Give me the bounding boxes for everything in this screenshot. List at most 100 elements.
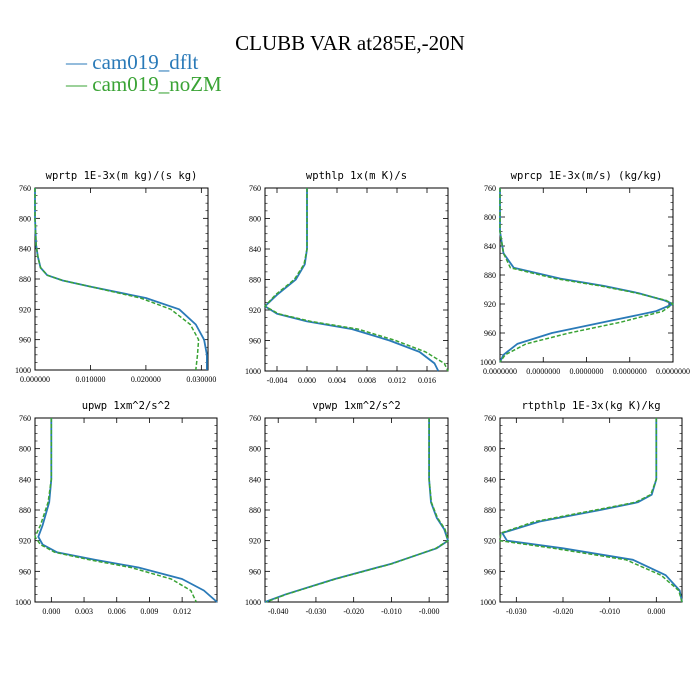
y-tick-label: 920 — [484, 537, 496, 546]
y-tick-label: 920 — [19, 537, 31, 546]
y-tick-label: 1000 — [245, 598, 261, 607]
y-tick-label: 920 — [249, 306, 261, 315]
panel-wprtp: wprtp 1E-3x(m kg)/(s kg) 760 800 840 880 920 9… — [15, 170, 216, 384]
panel-rtpthlp: rtpthlp 1E-3x(kg K)/kg 760 800 840 880 920 960… — [480, 400, 683, 616]
x-tick-label: -0.004 — [267, 376, 288, 385]
figure-title: CLUBB VAR at285E,-20N — [235, 31, 465, 55]
x-tick-label: -0.030 — [506, 607, 527, 616]
y-tick-label: 880 — [249, 276, 261, 285]
series-line-dflt-vpwp — [264, 418, 449, 603]
y-tick-label: 1000 — [480, 358, 496, 367]
y-tick-label: 800 — [484, 445, 496, 454]
y-tick-label: 1000 — [480, 598, 496, 607]
y-tick-label: 880 — [484, 506, 496, 515]
series-line-nozm-vpwp — [265, 418, 449, 603]
x-tick-label: 0.003 — [75, 607, 93, 616]
x-tick-label: 0.020000 — [131, 375, 161, 384]
x-tick-label: 0.010000 — [75, 375, 105, 384]
series-line-nozm-upwp — [34, 418, 197, 603]
plot-frame-upwp — [34, 417, 218, 603]
x-tick-label: -0.010 — [599, 607, 620, 616]
y-tick-label: 920 — [19, 305, 31, 314]
x-tick-label: 0.0000000 — [526, 367, 560, 376]
y-tick-label: 800 — [249, 445, 261, 454]
x-tick-label: 0.0000000 — [613, 367, 647, 376]
y-tick-label: 760 — [484, 184, 496, 193]
x-tick-label: 0.0000000 — [570, 367, 604, 376]
y-tick-label: 960 — [249, 567, 261, 576]
legend-item-dflt: — cam019_dflt — [66, 50, 199, 74]
y-tick-label: 840 — [484, 475, 496, 484]
x-tick-label: 0.000 — [42, 607, 60, 616]
x-tick-label: -0.010 — [381, 607, 402, 616]
panel-vpwp: vpwp 1xm^2/s^2 760 800 840 880 920 960 1000 -0.0… — [245, 400, 449, 616]
y-tick-label: 840 — [249, 245, 261, 254]
legend-item-nozm: — cam019_noZM — [66, 72, 222, 96]
plot-frame-wpthlp — [264, 187, 449, 372]
y-tick-label: 960 — [19, 567, 31, 576]
x-tick-label: 0.0000000 — [656, 367, 690, 376]
panel-title-wprtp: wprtp 1E-3x(m kg)/(s kg) — [46, 170, 198, 182]
y-tick-label: 920 — [484, 300, 496, 309]
x-tick-label: 0.000000 — [20, 375, 50, 384]
y-tick-label: 880 — [484, 271, 496, 280]
y-tick-label: 840 — [249, 475, 261, 484]
x-tick-label: 0.006 — [108, 607, 126, 616]
y-tick-label: 800 — [484, 213, 496, 222]
y-tick-label: 800 — [249, 215, 261, 224]
panel-wprcp: wprcp 1E-3x(m/s) (kg/kg) 760 800 840 880 920 9… — [480, 170, 690, 376]
x-tick-label: -0.030 — [306, 607, 327, 616]
x-tick-label: 0.016 — [418, 376, 436, 385]
y-tick-label: 960 — [19, 336, 31, 345]
series-line-dflt-wpthlp — [264, 188, 440, 372]
y-tick-label: 800 — [19, 445, 31, 454]
y-tick-label: 960 — [484, 329, 496, 338]
x-tick-label: 0.012 — [388, 376, 406, 385]
y-tick-label: 760 — [19, 184, 31, 193]
y-tick-label: 1000 — [15, 366, 31, 375]
y-tick-label: 920 — [249, 537, 261, 546]
x-tick-label: 0.004 — [328, 376, 346, 385]
x-tick-label: 0.009 — [140, 607, 158, 616]
y-tick-label: 840 — [484, 242, 496, 251]
y-tick-label: 760 — [19, 414, 31, 423]
panel-wpthlp: wpthlp 1x(m K)/s 760 800 840 880 920 960 1000 -0… — [245, 170, 449, 385]
series-line-dflt-wprcp — [499, 188, 674, 363]
y-tick-label: 960 — [249, 337, 261, 346]
y-tick-label: 760 — [249, 414, 261, 423]
plot-frame-rtpthlp — [499, 417, 683, 603]
y-tick-label: 840 — [19, 475, 31, 484]
x-tick-label: 0.012 — [173, 607, 191, 616]
y-tick-label: 880 — [19, 506, 31, 515]
plot-frame-wprcp — [499, 187, 674, 363]
panel-title-wprcp: wprcp 1E-3x(m/s) (kg/kg) — [511, 170, 663, 182]
series-line-dflt-upwp — [37, 418, 218, 603]
x-tick-label: 0.0000000 — [483, 367, 517, 376]
series-line-dflt-wprtp — [34, 188, 208, 370]
x-tick-label: -0.040 — [268, 607, 289, 616]
y-tick-label: 800 — [19, 214, 31, 223]
y-tick-label: 1000 — [245, 367, 261, 376]
x-tick-label: 0.000 — [647, 607, 665, 616]
panel-upwp: upwp 1xm^2/s^2 760 800 840 880 920 960 1000 0.00… — [15, 400, 218, 616]
y-tick-label: 760 — [484, 414, 496, 423]
panel-title-upwp: upwp 1xm^2/s^2 — [82, 400, 171, 412]
y-tick-label: 840 — [19, 245, 31, 254]
x-tick-label: -0.020 — [553, 607, 574, 616]
x-tick-label: -0.000 — [419, 607, 440, 616]
y-tick-label: 760 — [249, 184, 261, 193]
y-tick-label: 880 — [19, 275, 31, 284]
panel-title-rtpthlp: rtpthlp 1E-3x(kg K)/kg — [521, 400, 660, 412]
series-line-nozm-wprtp — [34, 188, 200, 371]
panel-title-vpwp: vpwp 1xm^2/s^2 — [312, 400, 401, 412]
series-line-nozm-wpthlp — [264, 188, 449, 372]
panel-title-wpthlp: wpthlp 1x(m K)/s — [306, 170, 407, 182]
y-tick-label: 960 — [484, 567, 496, 576]
plot-frame-vpwp — [264, 417, 449, 603]
series-line-nozm-wprcp — [499, 188, 674, 363]
x-tick-label: 0.030000 — [186, 375, 216, 384]
y-tick-label: 1000 — [15, 598, 31, 607]
x-tick-label: -0.020 — [343, 607, 364, 616]
x-tick-label: 0.000 — [298, 376, 316, 385]
